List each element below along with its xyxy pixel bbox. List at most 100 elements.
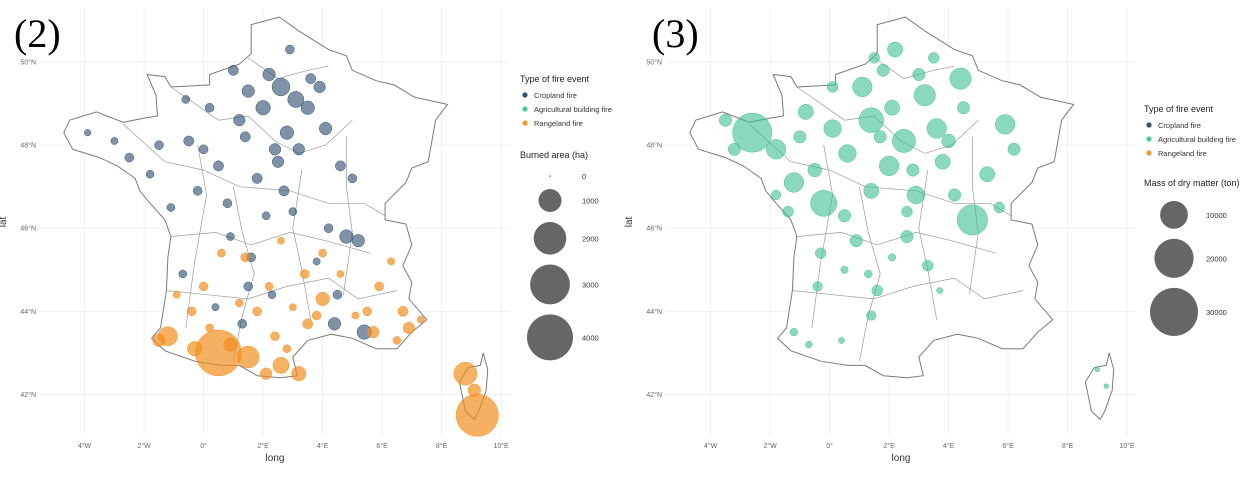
data-point [783,172,804,193]
data-point [852,76,873,98]
legend-size-label: 2000 [582,234,599,243]
data-point [243,281,253,292]
data-point [271,155,285,168]
data-point [154,140,164,150]
y-tick-label: 48°N [20,142,36,150]
data-point [260,367,273,380]
data-point [732,112,773,153]
legend-size-label: 1000 [582,197,599,206]
data-point [195,329,242,377]
data-point [268,143,282,156]
x-tick-label: 8°E [1062,442,1074,450]
legend-color-swatch [522,120,528,126]
x-tick-label: 2°E [883,442,895,450]
data-point [1007,142,1021,156]
x-tick-label: 2°W [137,442,151,450]
data-point [840,265,849,274]
data-point [233,114,246,127]
data-point [402,321,415,335]
x-tick-label: 4°W [704,442,718,450]
x-axis-title: long [892,453,911,464]
data-point [922,259,934,272]
data-point [315,291,330,306]
data-point [871,284,883,297]
legend-size-swatch [1160,200,1188,229]
data-point [793,130,807,144]
x-tick-label: 6°E [376,442,388,450]
data-point [949,67,972,90]
region-border [292,170,312,320]
data-point [312,257,321,266]
data-point [906,185,925,205]
series-agricultural-building-fire [719,41,1109,389]
data-point [305,73,317,84]
data-point [807,162,822,178]
region-border [248,57,329,79]
legend: Type of fire event Cropland fire Agricultu… [1144,104,1240,336]
x-tick-label: 4°E [317,442,329,450]
data-point [313,80,326,94]
data-point [318,248,327,258]
data-point [302,318,314,330]
legend-color-label: Agricultural building fire [1158,135,1236,144]
data-point [279,125,294,140]
data-point [205,323,214,333]
x-tick-label: 4°E [943,442,955,450]
series-cropland-fire [84,44,372,340]
data-point [467,383,481,397]
data-point [270,331,280,342]
x-tick-label: 6°E [1002,442,1014,450]
data-point [979,166,996,183]
data-point [906,163,920,177]
corsica-outline [1084,352,1115,421]
data-point [287,91,305,108]
data-point [901,205,913,218]
data-point [288,207,298,216]
data-point [838,209,851,223]
y-tick-label: 50°N [646,59,662,67]
data-point [941,133,956,149]
legend-size-swatch [533,221,567,255]
y-tick-label: 44°N [646,308,662,316]
region-border [859,186,881,362]
x-tick-label: 2°W [763,442,777,450]
legend-size-label: 4000 [582,333,599,342]
y-tick-label: 50°N [20,59,36,67]
data-point [789,327,799,337]
data-point [311,310,322,321]
y-tick-label: 46°N [646,225,662,233]
legend-color-swatch [522,106,528,112]
y-tick-label: 42°N [646,391,662,399]
data-point [166,203,176,212]
data-point [727,142,741,156]
data-point [887,41,903,58]
data-point [879,155,900,176]
data-point [261,211,271,221]
data-point [264,282,274,291]
data-point [267,290,277,299]
legend-size-label: 30000 [1206,308,1227,317]
data-point [235,298,244,308]
data-point [892,129,916,153]
x-tick-label: 4°W [78,442,92,450]
data-point [272,357,290,374]
region-border [796,232,997,254]
data-point [211,303,220,312]
data-point [186,306,197,317]
legend-color-label: Agricultural building fire [534,105,612,114]
data-point [849,234,863,248]
data-point [240,252,251,263]
data-point [145,169,155,179]
y-tick-label: 48°N [646,142,662,150]
data-point [222,198,233,209]
data-point [812,281,823,292]
legend-size-swatch [1154,238,1194,278]
data-point [198,281,209,292]
panel-dry-matter: (3) 4°W 2°W 0° 2°E 4°E 6°E 8°E 10°E 42°N 44°N 46°N… [624,0,1248,485]
region-border [811,145,833,329]
data-point [351,234,365,248]
y-axis-title: lat [0,216,9,227]
region-border [166,277,398,300]
legend-size-title: Burned area (ha) [520,150,588,160]
data-point [1103,383,1109,389]
